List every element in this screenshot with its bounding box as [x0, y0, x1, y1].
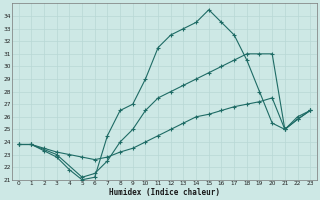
X-axis label: Humidex (Indice chaleur): Humidex (Indice chaleur)	[109, 188, 220, 197]
